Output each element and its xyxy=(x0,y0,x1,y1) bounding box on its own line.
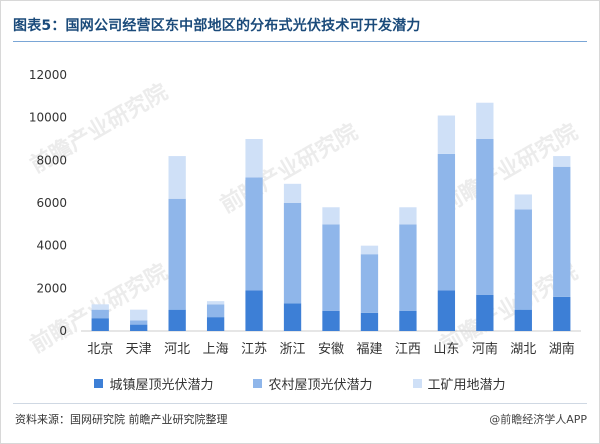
bar-segment-urban xyxy=(437,290,456,331)
footer-divider xyxy=(13,403,587,404)
bar-segment-rural xyxy=(245,177,263,291)
bar-segment-urban xyxy=(360,312,379,331)
bar-segment-urban xyxy=(283,303,302,331)
bar-segment-rural xyxy=(437,153,456,291)
legend-swatch-urban xyxy=(94,378,104,388)
x-tick-label: 天津 xyxy=(126,342,152,357)
x-tick-label: 江苏 xyxy=(241,341,267,357)
bar-segment-industrial xyxy=(399,207,417,225)
bar-segment-urban xyxy=(168,309,186,331)
legend-item-urban: 城镇屋顶光伏潜力 xyxy=(94,371,213,395)
y-tick-label: 0 xyxy=(59,324,67,338)
bar-segment-industrial xyxy=(168,156,186,199)
title-row: 图表5：国网公司经营区东中部地区的分布式光伏技术可开发潜力 xyxy=(13,15,587,37)
y-tick-label: 10000 xyxy=(29,111,67,125)
bar-segment-urban xyxy=(245,290,263,331)
bar-segment-rural xyxy=(91,309,109,319)
title-divider xyxy=(13,41,587,42)
legend: 城镇屋顶光伏潜力 农村屋顶光伏潜力 工矿用地潜力 xyxy=(1,371,599,395)
chart-area: 0 2000 4000 6000 8000 10000 12000 北京 天津 河北 上海 江苏 浙江安… xyxy=(1,45,600,405)
x-tick-label: 山东 xyxy=(433,342,459,357)
legend-item-rural: 农村屋顶光伏潜力 xyxy=(253,371,373,395)
x-tick-label: 江西 xyxy=(395,342,421,357)
x-tick-label: 河北 xyxy=(164,342,190,357)
legend-item-industrial: 工矿用地潜力 xyxy=(412,371,506,395)
y-tick-label: 6000 xyxy=(36,196,67,210)
bar-segment-urban xyxy=(514,309,532,331)
x-tick-label: 安徽 xyxy=(318,342,344,357)
x-tick-label: 浙江 xyxy=(280,342,306,357)
bar-segment-industrial xyxy=(360,245,379,255)
legend-label-industrial: 工矿用地潜力 xyxy=(427,377,506,393)
bar-segment-industrial xyxy=(245,139,263,178)
legend-swatch-rural xyxy=(253,378,263,388)
legend-swatch-industrial xyxy=(412,378,422,388)
bar-segment-rural xyxy=(399,224,417,311)
bar-segment-industrial xyxy=(130,309,148,321)
chart-title: 图表5：国网公司经营区东中部地区的分布式光伏技术可开发潜力 xyxy=(13,18,421,34)
bar-segment-urban xyxy=(206,317,225,331)
bar-segment-rural xyxy=(130,320,148,325)
x-tick-label: 河南 xyxy=(472,341,498,357)
source-note: 资料来源：国网研究院 前瞻产业研究院整理 xyxy=(15,413,228,426)
bar-segment-rural xyxy=(476,139,494,295)
x-tick-label: 上海 xyxy=(203,342,229,357)
y-tick-label: 8000 xyxy=(36,153,67,167)
bar-segment-urban xyxy=(322,310,340,331)
bar-segment-industrial xyxy=(514,194,532,210)
bar-segment-industrial xyxy=(283,183,302,203)
bar-segment-industrial xyxy=(553,156,571,167)
bar-segment-industrial xyxy=(91,304,109,310)
legend-label-urban: 城镇屋顶光伏潜力 xyxy=(109,377,214,393)
legend-label-rural: 农村屋顶光伏潜力 xyxy=(268,377,373,393)
x-tick-label: 湖南 xyxy=(549,341,575,357)
bar-segment-industrial xyxy=(206,301,225,305)
bar-segment-industrial xyxy=(322,207,340,225)
bar-segment-urban xyxy=(130,324,148,331)
bar-segment-urban xyxy=(553,296,571,331)
bar-segment-industrial xyxy=(476,102,494,139)
bar-segment-urban xyxy=(399,310,417,331)
brand-text: @前瞻经济学人APP xyxy=(489,413,587,426)
stacked-bar-chart: 0 2000 4000 6000 8000 10000 12000 北京 天津 河北 上海 江苏 浙江安… xyxy=(29,68,581,357)
bar-segment-urban xyxy=(476,294,494,331)
bar-segment-industrial xyxy=(437,115,456,154)
x-tick-label: 北京 xyxy=(87,342,113,357)
y-tick-label: 4000 xyxy=(36,239,67,253)
y-tick-label: 12000 xyxy=(29,68,67,82)
bar-segment-rural xyxy=(360,254,379,313)
y-tick-label: 2000 xyxy=(36,281,67,295)
x-tick-label: 福建 xyxy=(356,342,382,357)
bar-segment-rural xyxy=(322,224,340,311)
brand-label: @前瞻经济学人APP xyxy=(489,411,587,427)
bar-segment-rural xyxy=(514,209,532,310)
x-tick-label: 湖北 xyxy=(510,342,536,357)
bar-segment-urban xyxy=(91,318,109,331)
bar-segment-rural xyxy=(553,166,571,297)
bar-segment-rural xyxy=(283,203,302,304)
bar-segment-rural xyxy=(206,304,225,318)
bar-segment-rural xyxy=(168,198,186,310)
